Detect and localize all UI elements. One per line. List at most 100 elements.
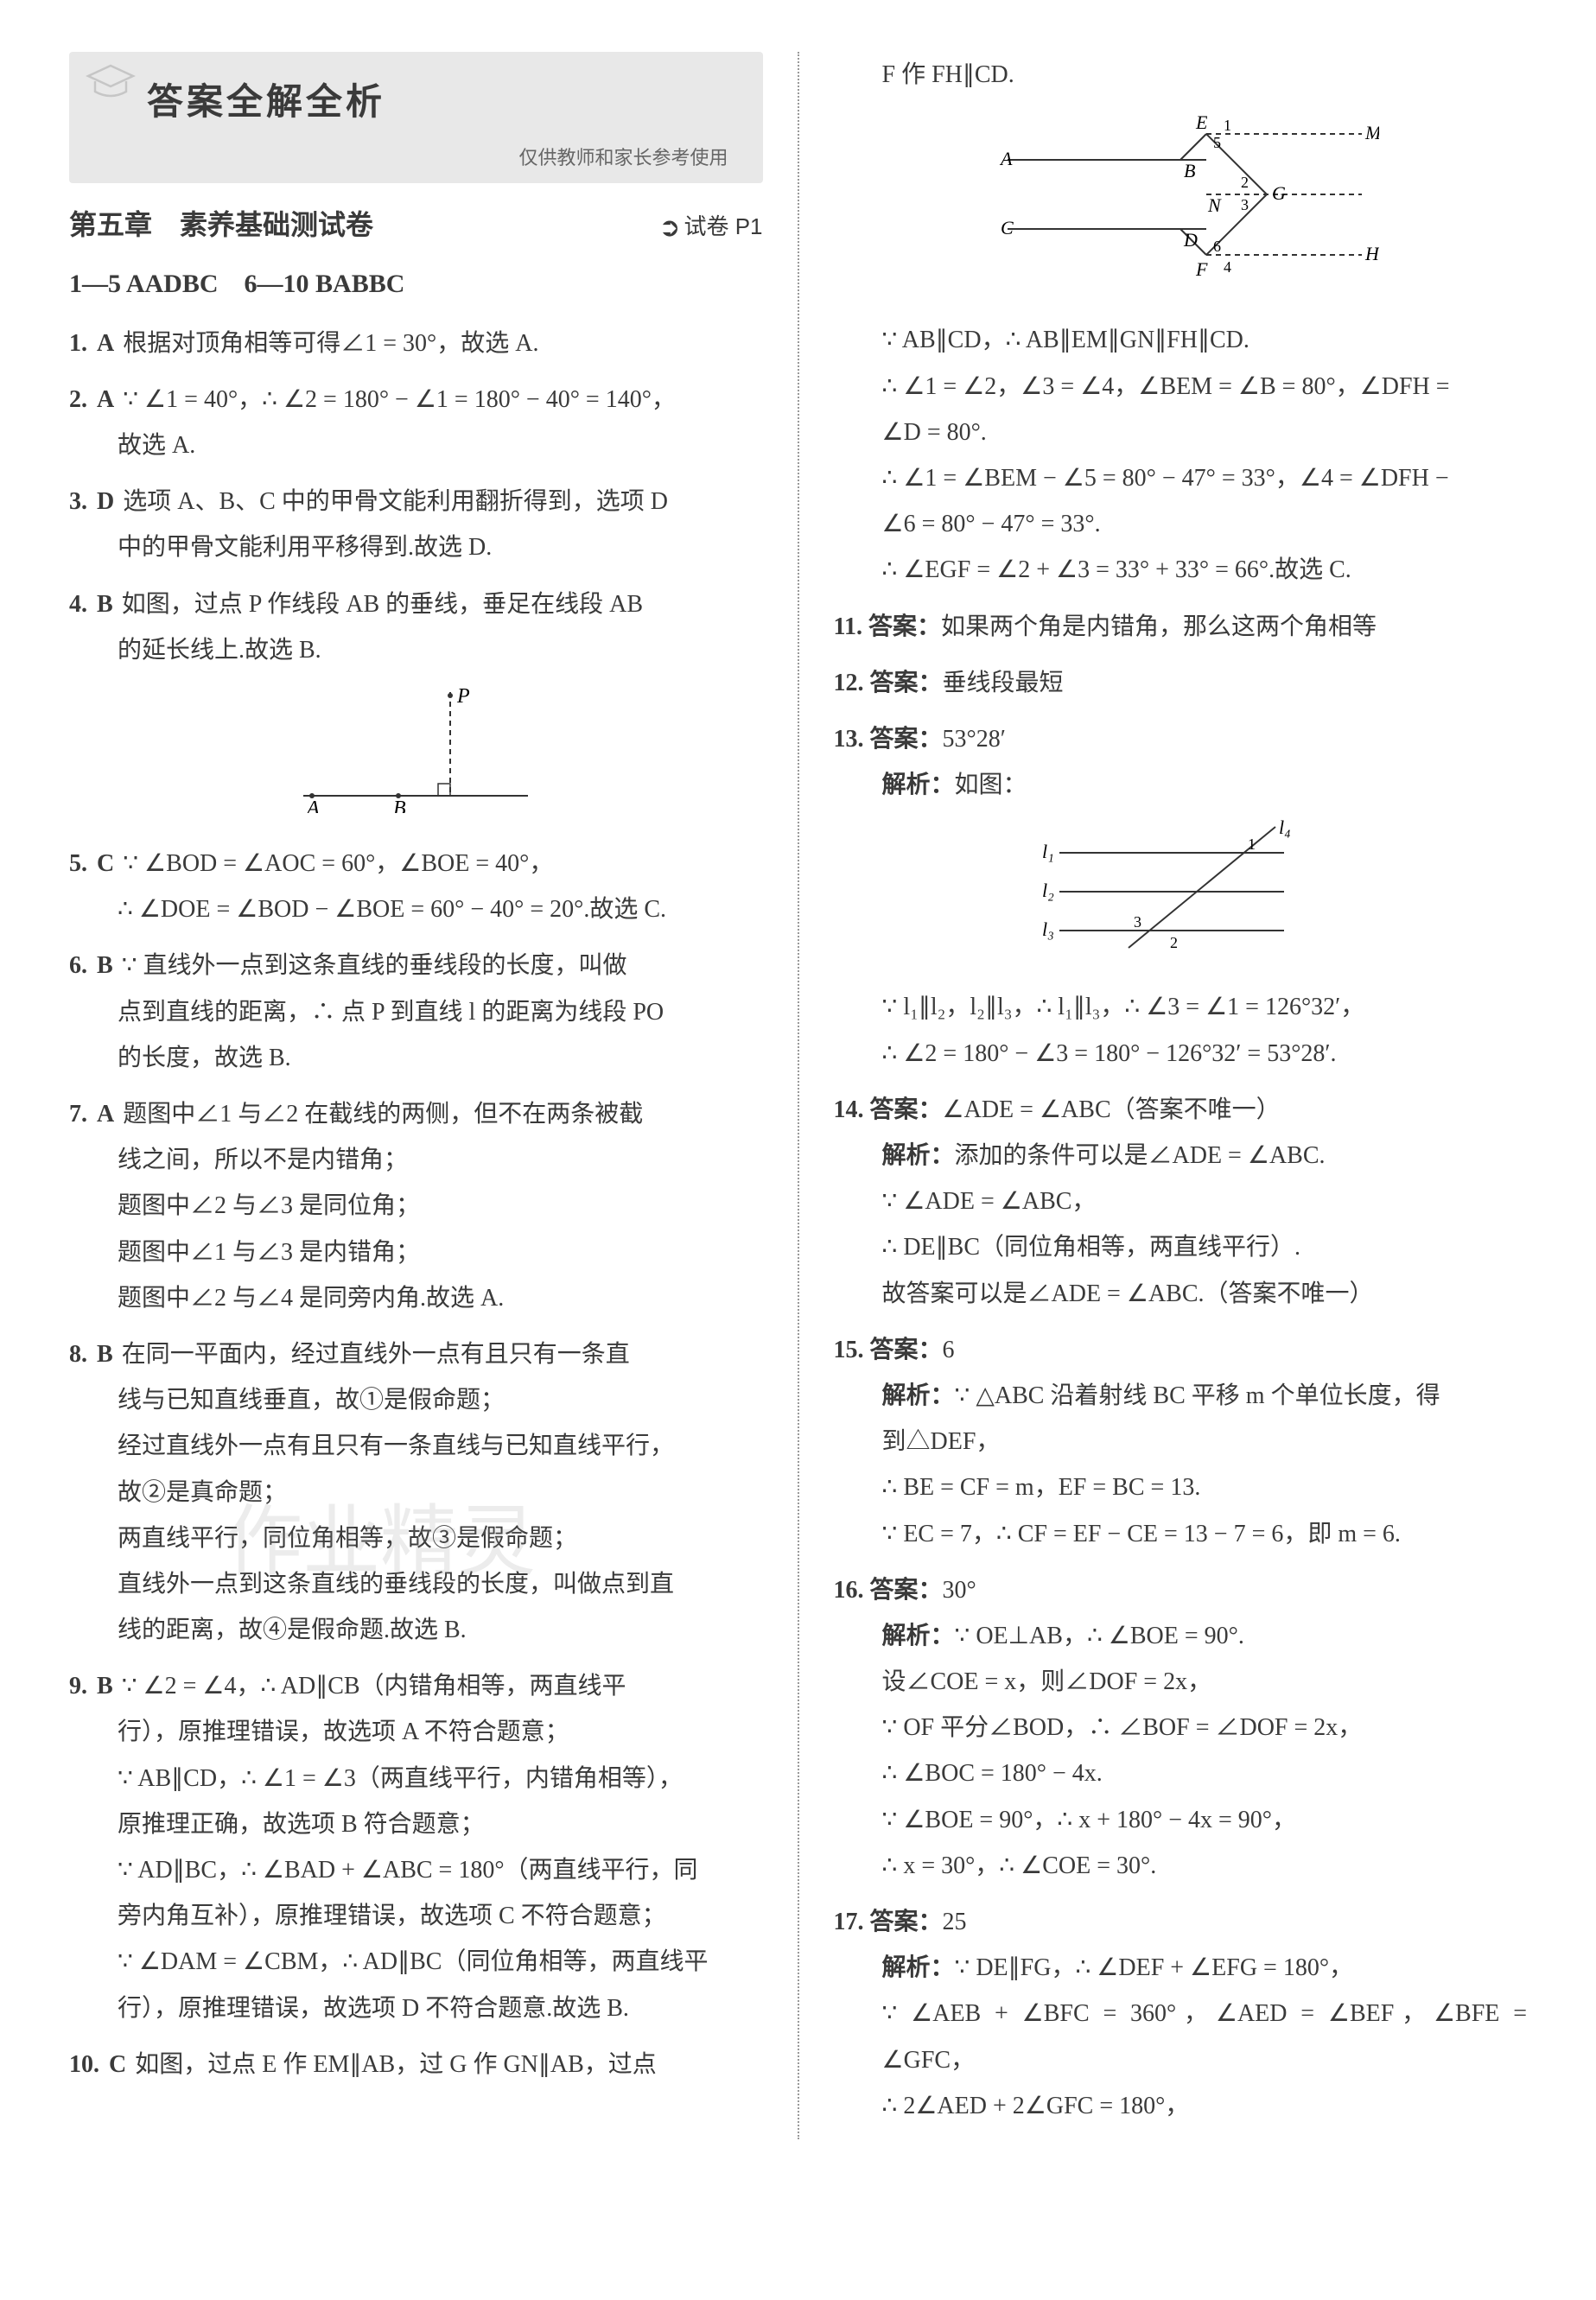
answer-key: 1—5 AADBC6—10 BABBC (69, 259, 763, 308)
chapter-row: 第五章 素养基础测试卷 ➲试卷 P1 (69, 199, 763, 252)
q-text: 选项 A、B、C 中的甲骨文能利用翻折得到，选项 D (123, 488, 668, 515)
q-text: 经过直线外一点有且只有一条直线与已知直线平行， (69, 1423, 763, 1469)
explain-label: 解析： (882, 1623, 955, 1649)
q-text: ∴ DE∥BC（同位角相等，两直线平行）. (834, 1224, 1528, 1270)
column-divider (798, 52, 799, 2139)
q-text: 故②是真命题； (69, 1470, 763, 1515)
answer-label: 答案： (870, 1337, 943, 1363)
svg-text:6: 6 (1213, 238, 1221, 255)
q-text: 旁内角互补），原推理错误，故选项 C 不符合题意； (69, 1893, 763, 1939)
q-text: 行），原推理错误，故选项 D 不符合题意.故选 B. (69, 1985, 763, 2031)
q-text: 题图中∠1 与∠2 在截线的两侧，但不在两条被截 (123, 1101, 643, 1128)
q9: 9. B∵ ∠2 = ∠4，∴ AD∥CB（内错角相等，两直线平 行），原推理错… (69, 1663, 763, 2031)
q-text: 中的甲骨文能利用平移得到.故选 D. (69, 524, 763, 570)
svg-text:l₁: l₁ (1042, 841, 1054, 862)
q-text: 25 (943, 1909, 967, 1935)
answer-label: 答案： (870, 670, 943, 696)
q-text: ∵ ∠2 = ∠4，∴ AD∥CB（内错角相等，两直线平 (122, 1673, 626, 1700)
q-text: ∴ ∠2 = 180° − ∠3 = 180° − 126°32′ = 53°2… (834, 1031, 1528, 1077)
q-num: 17. (834, 1909, 864, 1935)
q-num: 6. (69, 952, 87, 979)
svg-text:3: 3 (1134, 913, 1141, 931)
svg-text:l₃: l₃ (1042, 918, 1054, 940)
q-text: 题图中∠2 与∠4 是同旁内角.故选 A. (69, 1275, 763, 1321)
explain-label: 解析： (882, 1954, 955, 1981)
q-text: ∠ADE = ∠ABC（答案不唯一） (943, 1096, 1281, 1123)
q-choice: B (97, 952, 113, 979)
q-num: 16. (834, 1577, 864, 1604)
q1: 1. A根据对顶角相等可得∠1 = 30°，故选 A. (69, 321, 763, 366)
q-text: ∵ ∠DAM = ∠CBM，∴ AD∥BC（同位角相等，两直线平 (69, 1939, 763, 1985)
q-text: 直线外一点到这条直线的垂线段的长度，叫做点到直 (69, 1561, 763, 1607)
q-choice: C (97, 850, 114, 877)
svg-text:H: H (1364, 243, 1379, 264)
q-text: ∴ ∠BOC = 180° − 4x. (834, 1750, 1528, 1796)
q-text: ∵ △ABC 沿着射线 BC 平移 m 个单位长度，得 (955, 1382, 1440, 1409)
q14: 14. 答案：∠ADE = ∠ABC（答案不唯一） 解析：添加的条件可以是∠AD… (834, 1087, 1528, 1317)
header-banner: 答案全解全析 仅供教师和家长参考使用 (69, 52, 763, 183)
answer-label: 答案： (870, 1096, 943, 1123)
q-text: 在同一平面内，经过直线外一点有且只有一条直 (122, 1341, 630, 1368)
q16: 16. 答案：30° 解析：∵ OE⊥AB，∴ ∠BOE = 90°. 设∠CO… (834, 1567, 1528, 1889)
diagram-q4: A B P (69, 683, 763, 829)
q-choice: B (97, 1673, 113, 1700)
q-text: 添加的条件可以是∠ADE = ∠ABC. (955, 1142, 1326, 1169)
q17: 17. 答案：25 解析：∵ DE∥FG，∴ ∠DEF + ∠EFG = 180… (834, 1899, 1528, 2129)
q-text: 设∠COE = x，则∠DOF = 2x， (834, 1659, 1528, 1705)
q-text: ∠D = 80°. (834, 410, 1528, 455)
q-num: 2. (69, 386, 87, 413)
q13: 13. 答案：53°28′ 解析：如图： (834, 716, 1528, 808)
q-text: 行），原推理错误，故选项 A 不符合题意； (69, 1709, 763, 1755)
svg-text:E: E (1195, 111, 1208, 133)
q-text: ∴ x = 30°，∴ ∠COE = 30°. (834, 1843, 1528, 1889)
svg-text:l₂: l₂ (1042, 880, 1054, 901)
q-text: 点到直线的距离，∴ 点 P 到直线 l 的距离为线段 PO (69, 989, 763, 1035)
q-num: 13. (834, 726, 864, 753)
q2: 2. A∵ ∠1 = 40°，∴ ∠2 = 180° − ∠1 = 180° −… (69, 377, 763, 468)
q13-calc: ∵ l₁∥l₂，l₂∥l₃，∴ l₁∥l₃，∴ ∠3 = ∠1 = 126°32… (834, 984, 1528, 1076)
q-text: 故答案可以是∠ADE = ∠ABC.（答案不唯一） (834, 1271, 1528, 1317)
q-text: ∵ l₁∥l₂，l₂∥l₃，∴ l₁∥l₃，∴ ∠3 = ∠1 = 126°32… (834, 984, 1528, 1030)
page-reference: ➲试卷 P1 (658, 203, 762, 252)
q-text: 根据对顶角相等可得∠1 = 30°，故选 A. (123, 330, 538, 357)
svg-text:C: C (1001, 217, 1014, 238)
graduation-cap-icon (85, 60, 137, 102)
q-text: ∴ ∠EGF = ∠2 + ∠3 = 33° + 33° = 66°.故选 C. (834, 547, 1528, 593)
q12: 12. 答案：垂线段最短 (834, 660, 1528, 706)
q-choice: B (97, 591, 113, 618)
q-text: 垂线段最短 (943, 670, 1064, 696)
svg-text:5: 5 (1213, 134, 1221, 151)
q-text: ∵ ∠BOD = ∠AOC = 60°，∠BOE = 40°， (123, 850, 553, 877)
q8: 8. B在同一平面内，经过直线外一点有且只有一条直 线与已知直线垂直，故①是假命… (69, 1331, 763, 1653)
q3: 3. D选项 A、B、C 中的甲骨文能利用翻折得到，选项 D 中的甲骨文能利用平… (69, 479, 763, 570)
svg-text:M: M (1364, 122, 1379, 143)
q-text: 的延长线上.故选 B. (69, 627, 763, 673)
svg-text:3: 3 (1241, 196, 1249, 213)
svg-text:N: N (1207, 194, 1222, 216)
q-text: 原推理正确，故选项 B 符合题意； (69, 1801, 763, 1847)
q-text: ∵ OF 平分∠BOD，∴ ∠BOF = ∠DOF = 2x， (834, 1705, 1528, 1750)
q-text: 如图，过点 E 作 EM∥AB，过 G 作 GN∥AB，过点 (135, 2051, 657, 2078)
answer-label: 答案： (870, 1577, 943, 1604)
q-text: ∵ 直线外一点到这条直线的垂线段的长度，叫做 (122, 952, 627, 979)
header-subtitle: 仅供教师和家长参考使用 (147, 140, 728, 176)
q-text: 线的距离，故④是假命题.故选 B. (69, 1607, 763, 1653)
svg-text:B: B (1184, 160, 1195, 181)
q-text: ∴ ∠1 = ∠BEM − ∠5 = 80° − 47° = 33°，∠4 = … (834, 455, 1528, 501)
svg-text:F: F (1195, 258, 1208, 280)
left-column: 作业精灵 答案全解全析 仅供教师和家长参考使用 第五章 素养基础测试卷 ➲试卷 … (69, 52, 789, 2139)
svg-text:B: B (393, 797, 406, 813)
q-text: 如图，过点 P 作线段 AB 的垂线，垂足在线段 AB (122, 591, 643, 618)
q11: 11. 答案：如果两个角是内错角，那么这两个角相等 (834, 604, 1528, 650)
answer-label: 答案： (870, 1909, 943, 1935)
q-text: ∵ ∠1 = 40°，∴ ∠2 = 180° − ∠1 = 180° − 40°… (123, 386, 676, 413)
svg-text:D: D (1183, 229, 1198, 251)
q-num: 14. (834, 1096, 864, 1123)
svg-text:G: G (1272, 182, 1286, 204)
q-num: 7. (69, 1101, 87, 1128)
diagram-q13: l₁ l₂ l₃ l₄ 1 2 3 (834, 818, 1528, 972)
q15: 15. 答案：6 解析：∵ △ABC 沿着射线 BC 平移 m 个单位长度，得 … (834, 1327, 1528, 1557)
q-num: 15. (834, 1337, 864, 1363)
q-text: 两直线平行，同位角相等，故③是假命题； (69, 1515, 763, 1561)
header-title: 答案全解全析 (147, 67, 728, 137)
